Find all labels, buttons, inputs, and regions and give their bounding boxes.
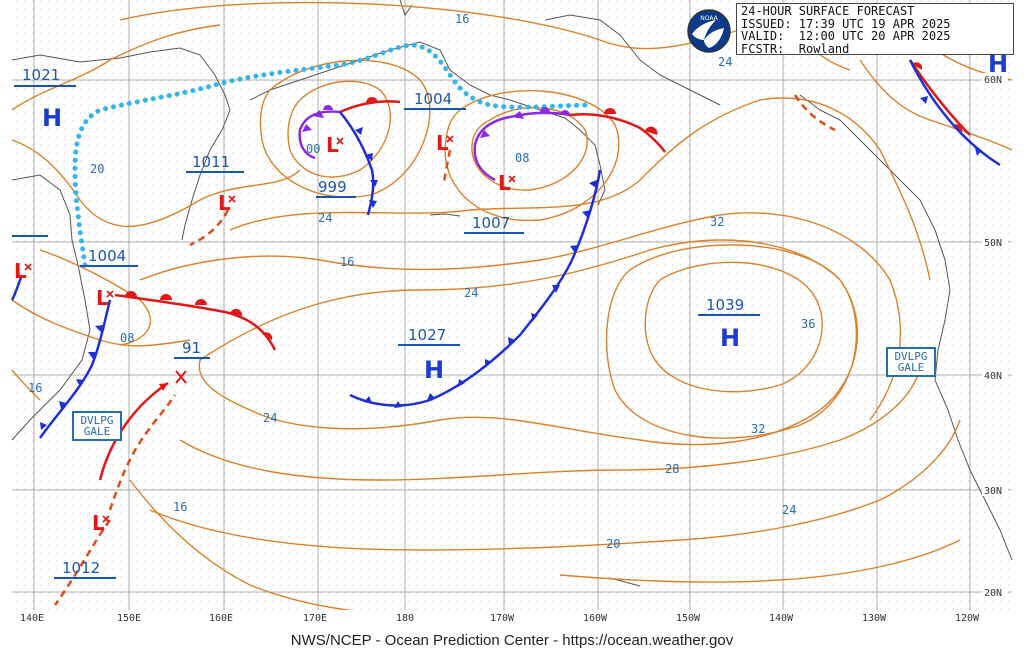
- low-symbol: L: [14, 259, 27, 283]
- noaa-logo: NOAA: [687, 9, 731, 53]
- cold-front-west: [38, 299, 112, 439]
- isobar-label: 16: [455, 12, 469, 26]
- low-center-marks: [24, 135, 516, 523]
- lat-label: 20N: [984, 588, 1002, 599]
- lon-label: 140W: [769, 613, 794, 624]
- center-value: 999: [318, 178, 347, 196]
- center-underlines: [12, 85, 760, 579]
- track-arrow: [98, 370, 187, 481]
- lat-lon-grid: [12, 0, 1012, 622]
- center-value: 1004: [88, 247, 126, 265]
- center-value: 1004: [414, 90, 452, 108]
- cold-front-far-west: [10, 274, 24, 301]
- lat-label: 40N: [984, 371, 1002, 382]
- lon-label: 160E: [209, 613, 233, 624]
- lon-label: 130W: [862, 613, 887, 624]
- high-symbol: H: [988, 50, 1008, 78]
- low-symbol: L: [96, 286, 109, 310]
- map-background: [12, 0, 1012, 622]
- gale-warning-box: DVLPG GALE: [886, 347, 936, 377]
- storm-tracks: [53, 94, 836, 606]
- cold-front-northeast: [908, 59, 1001, 167]
- isobar-label: 08: [120, 331, 134, 345]
- low-symbols: L L L L L L L: [14, 131, 511, 535]
- isobar-label: 08: [515, 151, 529, 165]
- isobar-labels: 16 20 24 24 16 24 08 08 00 32 36 32 28 2…: [28, 12, 815, 551]
- center-value: 1021: [22, 66, 60, 84]
- lat-label: 30N: [984, 486, 1002, 497]
- pressure-center-values: 1021 1011 1004 999 1007 1004 1027 1039 9…: [22, 66, 744, 577]
- lon-label: 120W: [955, 613, 980, 624]
- high-symbol: H: [720, 324, 740, 352]
- gale-line1: DVLPG: [80, 414, 114, 427]
- warm-front-east: [569, 108, 667, 153]
- high-symbol: H: [42, 104, 62, 132]
- forecast-title: 24-HOUR SURFACE FORECAST: [741, 4, 915, 18]
- cold-front-long: [349, 169, 602, 408]
- footer-credit: NWS/NCEP - Ocean Prediction Center - htt…: [290, 632, 734, 649]
- lon-label: 150W: [676, 613, 701, 624]
- cold-front-central: [339, 111, 378, 216]
- center-value: 91: [182, 339, 201, 357]
- lon-label: 150E: [117, 613, 141, 624]
- isobar-label: 36: [801, 317, 815, 331]
- occluded-front-west: [298, 105, 341, 160]
- isobar-label: 32: [751, 422, 765, 436]
- isobar-label: 16: [173, 500, 187, 514]
- lat-label: 60N: [984, 75, 1002, 86]
- low-symbol: L: [498, 171, 511, 195]
- valid-time: VALID: 12:00 UTC 20 APR 2025: [741, 29, 951, 43]
- lon-label: 160W: [583, 613, 608, 624]
- isobar-label: 20: [606, 537, 620, 551]
- gale-line2: GALE: [83, 425, 111, 438]
- gale-warning-box: DVLPG GALE: [72, 411, 122, 441]
- forecast-info-box: 24-HOUR SURFACE FORECAST ISSUED: 17:39 UT…: [736, 3, 1014, 55]
- low-symbol: L: [436, 131, 449, 155]
- forecaster: FCSTR: Rowland: [741, 41, 850, 56]
- warm-front-west: [114, 291, 277, 351]
- high-symbol: H: [424, 356, 444, 384]
- isobar-label: 20: [90, 162, 104, 176]
- logo-text: NOAA: [700, 15, 718, 22]
- isobar-label: 24: [718, 55, 732, 69]
- isobar-label: 28: [665, 462, 679, 476]
- center-value: 1027: [408, 326, 446, 344]
- low-symbol: L: [92, 511, 105, 535]
- coastlines: [11, 0, 1013, 587]
- isobar-label: 00: [306, 142, 320, 156]
- occluded-front-east: [473, 107, 571, 182]
- center-value: 1039: [706, 296, 744, 314]
- isobar-label: 16: [340, 255, 354, 269]
- isobar-label: 24: [464, 286, 478, 300]
- lat-label: 50N: [984, 238, 1002, 249]
- high-symbols: H H H H: [42, 50, 1008, 384]
- lon-label: 140E: [20, 613, 44, 624]
- isobar-label: 32: [710, 215, 724, 229]
- isobar-label: 24: [263, 411, 277, 425]
- isobar-label: 24: [782, 503, 796, 517]
- low-symbol: L: [218, 191, 231, 215]
- low-symbol: L: [326, 133, 339, 157]
- longitude-labels: 140E 150E 160E 170E 180 170W 160W 150W 1…: [12, 610, 1012, 624]
- latitude-labels: 60N 50N 40N 30N 20N: [982, 73, 1008, 599]
- center-value: 1007: [472, 214, 510, 232]
- lon-label: 170W: [490, 613, 515, 624]
- issued-time: ISSUED: 17:39 UTC 19 APR 2025: [741, 16, 951, 31]
- trough-line: [72, 42, 593, 268]
- warm-front-north: [339, 97, 401, 114]
- gale-line2: GALE: [897, 361, 925, 374]
- center-value: 1012: [62, 559, 100, 577]
- isobar-label: 24: [318, 211, 332, 225]
- center-value: 1011: [192, 153, 230, 171]
- isobar-label: 16: [28, 381, 42, 395]
- lon-label: 170E: [303, 613, 327, 624]
- gale-line1: DVLPG: [894, 350, 928, 363]
- lon-label: 180: [396, 613, 414, 624]
